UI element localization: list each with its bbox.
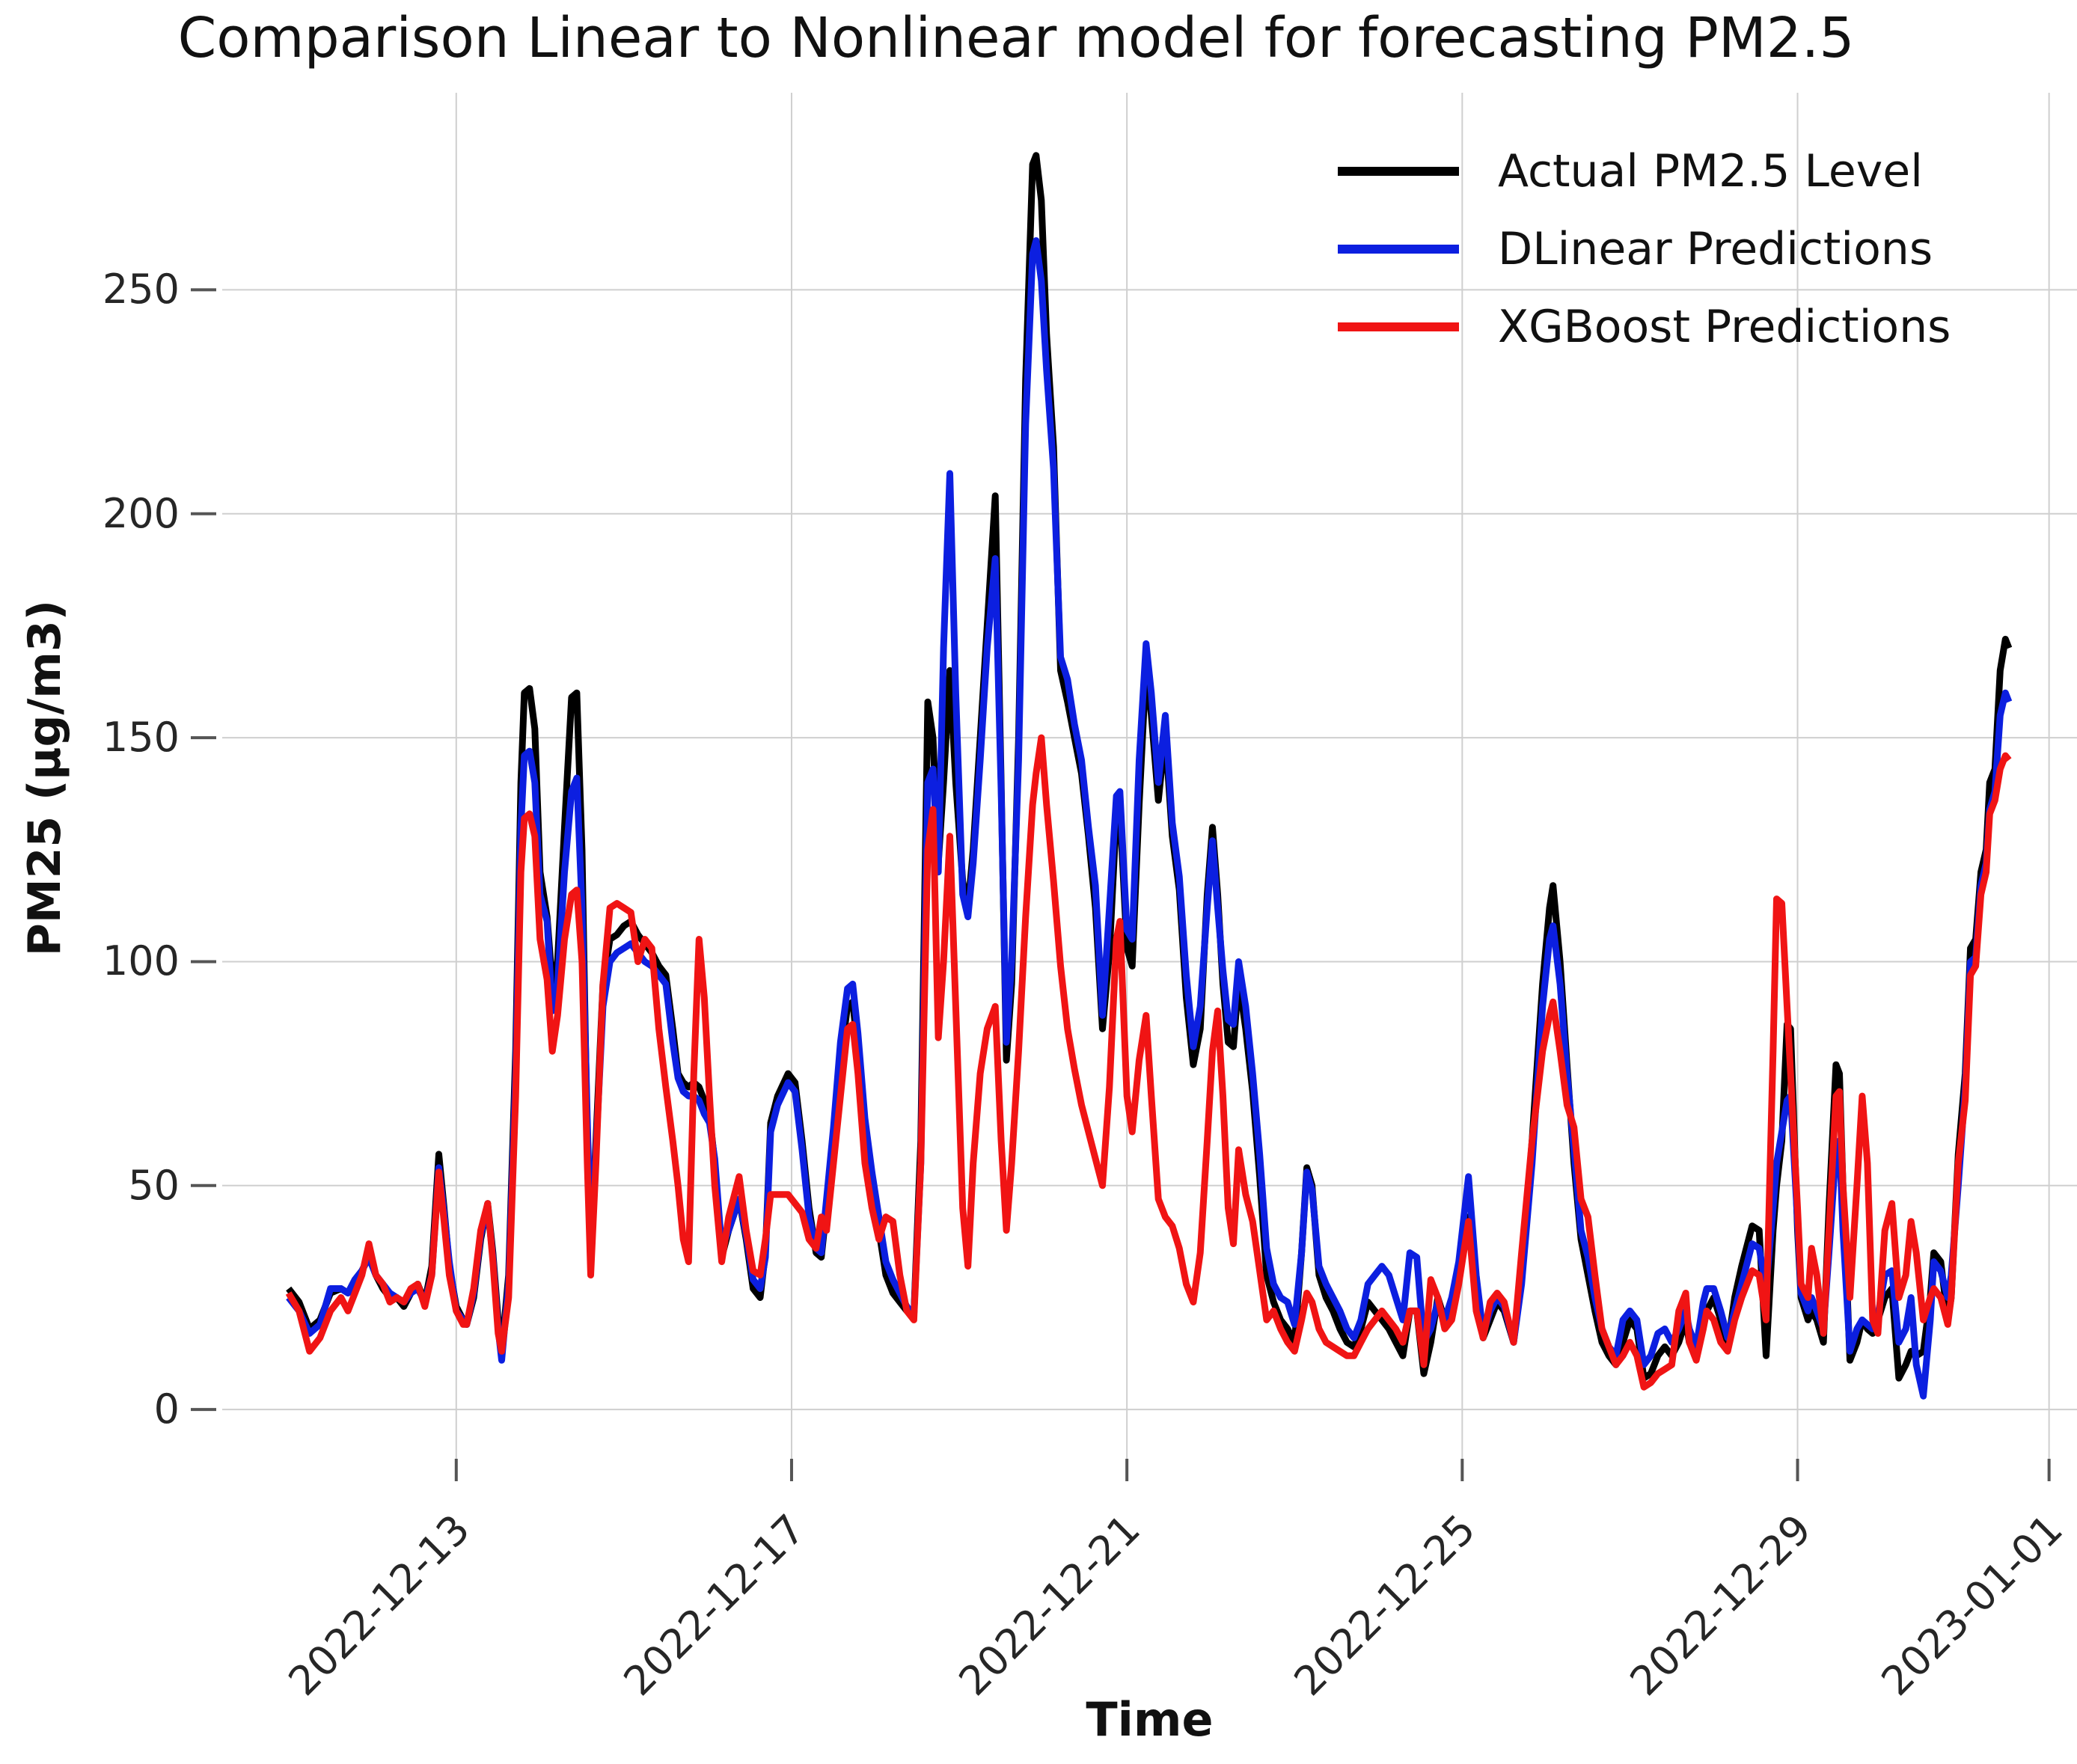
y-tick-label: 0 xyxy=(153,1385,180,1433)
series-line-dlinear-predictions xyxy=(286,237,2013,1400)
dlinear-line-swatch xyxy=(1338,245,1459,254)
legend: Actual PM2.5 Level DLinear Predictions X… xyxy=(1338,144,1951,377)
legend-label: DLinear Predictions xyxy=(1498,223,1933,275)
y-tick-label: 150 xyxy=(102,714,180,762)
chart-title: Comparison Linear to Nonlinear model for… xyxy=(177,6,1855,70)
y-tick-label: 100 xyxy=(102,937,180,985)
legend-item-actual: Actual PM2.5 Level xyxy=(1338,144,1951,199)
y-tick-label: 50 xyxy=(128,1161,180,1209)
actual-line-swatch xyxy=(1338,167,1459,176)
y-tick-label: 250 xyxy=(102,266,180,313)
y-tick-label: 200 xyxy=(102,489,180,537)
legend-item-dlinear: DLinear Predictions xyxy=(1338,221,1951,277)
series-line-xgboost-predictions xyxy=(285,734,2012,1391)
xgboost-line-swatch xyxy=(1338,322,1459,331)
x-axis-label: Time xyxy=(1086,1692,1214,1747)
legend-item-xgboost: XGBoost Predictions xyxy=(1338,299,1951,355)
legend-label: Actual PM2.5 Level xyxy=(1498,145,1923,197)
legend-label: XGBoost Predictions xyxy=(1498,301,1951,353)
